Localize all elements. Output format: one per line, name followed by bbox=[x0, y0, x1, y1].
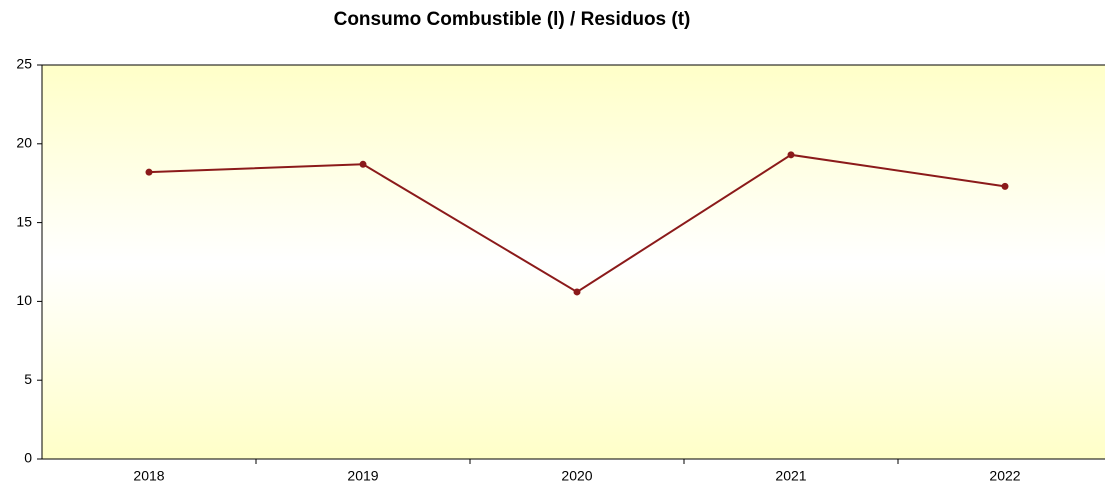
marker bbox=[145, 168, 153, 176]
y-tick-label: 10 bbox=[16, 292, 32, 308]
y-tick-label: 15 bbox=[16, 213, 32, 229]
y-tick-label: 5 bbox=[24, 371, 32, 387]
x-tick-label: 2021 bbox=[775, 468, 806, 484]
marker bbox=[787, 151, 795, 159]
marker bbox=[573, 288, 581, 296]
x-tick-label: 2019 bbox=[347, 468, 378, 484]
plot-area bbox=[41, 64, 1105, 460]
x-tick-label: 2022 bbox=[989, 468, 1020, 484]
x-tick-label: 2020 bbox=[561, 468, 592, 484]
marker bbox=[1001, 182, 1009, 190]
marker bbox=[359, 160, 367, 168]
x-tick-label: 2018 bbox=[133, 468, 164, 484]
y-tick-label: 20 bbox=[16, 135, 32, 151]
y-tick-label: 25 bbox=[16, 56, 32, 72]
y-tick-label: 0 bbox=[24, 450, 32, 466]
chart-title: Consumo Combustible (l) / Residuos (t) bbox=[334, 9, 691, 30]
